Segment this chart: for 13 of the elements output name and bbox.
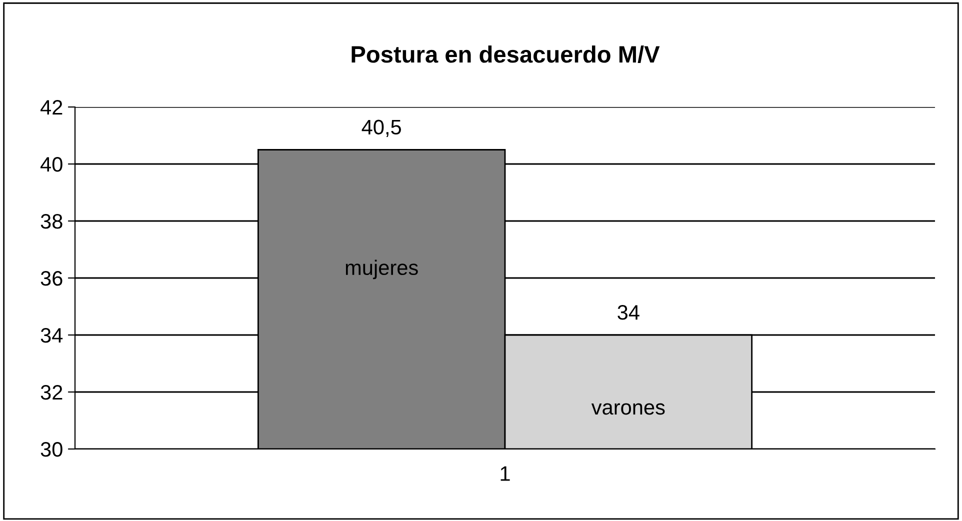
x-tick-label: 1 (500, 466, 510, 481)
y-tick-label: 30 (40, 442, 62, 457)
chart-title: Postura en desacuerdo M/V (352, 45, 660, 64)
y-tick-label: 32 (40, 385, 62, 400)
y-tick-label: 36 (40, 271, 62, 286)
series-label: mujeres (346, 260, 418, 280)
data-label: 40,5 (362, 120, 401, 137)
y-tick-label: 42 (40, 100, 62, 115)
y-tick-label: 40 (40, 157, 62, 172)
y-tick-label: 34 (40, 328, 63, 343)
series-label: varones (591, 403, 665, 415)
y-tick-label: 38 (40, 214, 62, 229)
data-label: 34 (618, 305, 640, 320)
